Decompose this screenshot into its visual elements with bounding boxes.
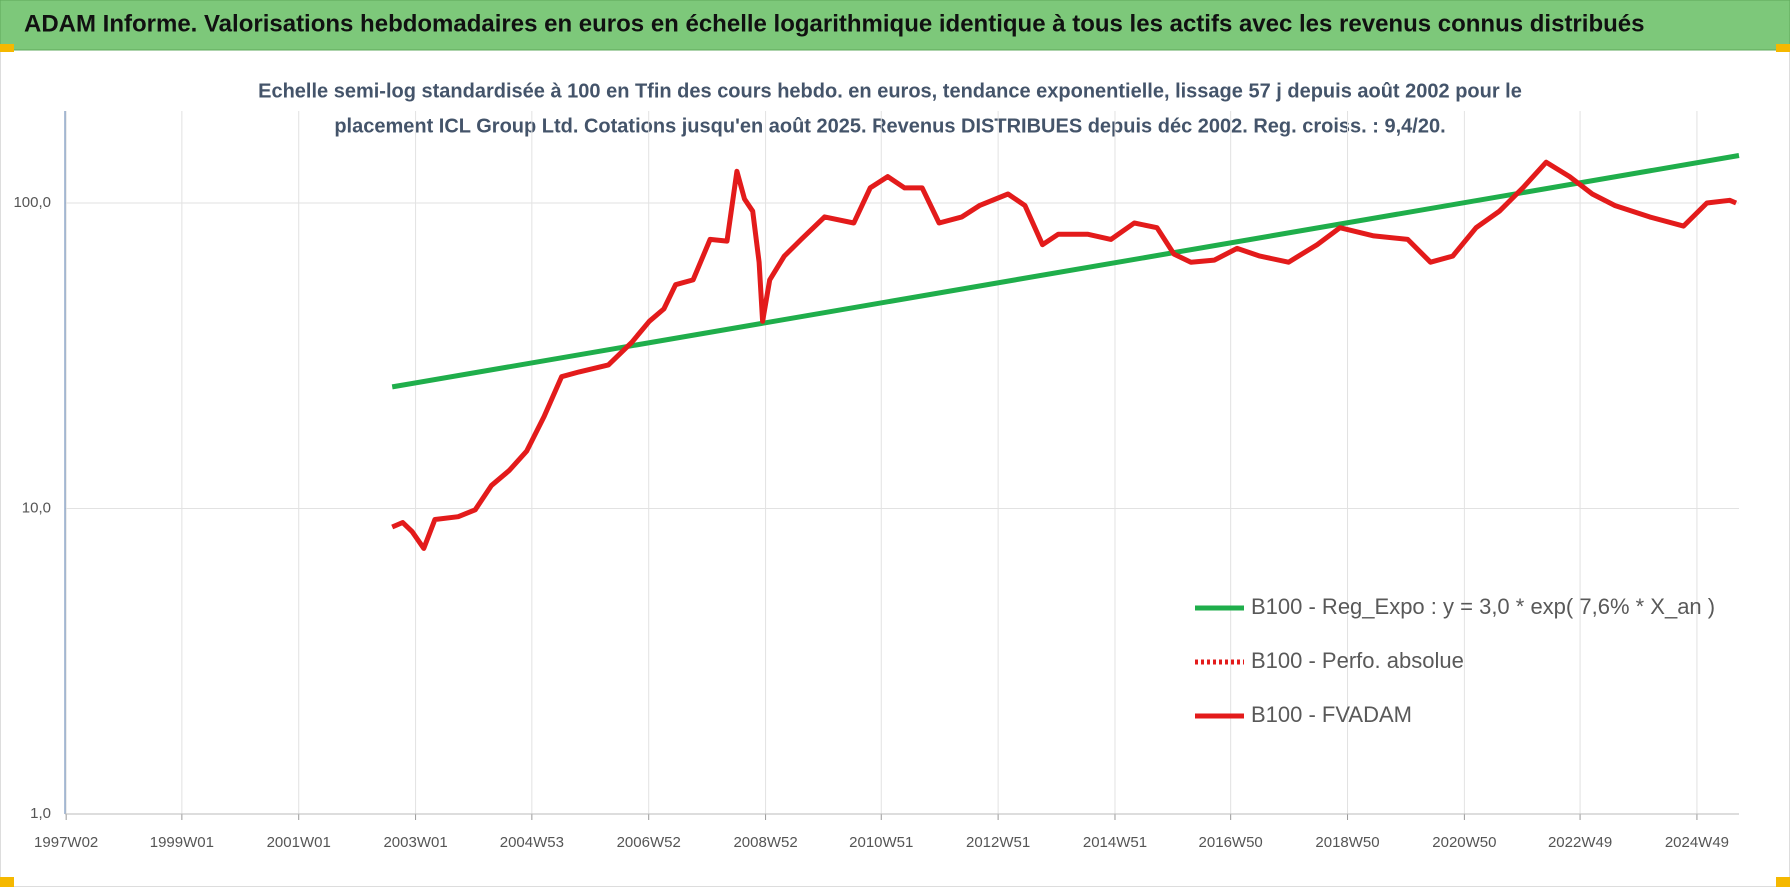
legend-label: B100 - Perfo. absolue (1251, 648, 1464, 673)
corner (1776, 877, 1790, 887)
corner (0, 44, 14, 52)
x-tick-label: 2024W49 (1665, 834, 1729, 851)
y-tick-label: 1,0 (30, 805, 51, 822)
legend-label: B100 - Reg_Expo : y = 3,0 * exp( 7,6% * … (1251, 594, 1715, 619)
x-tick-label: 2008W52 (733, 834, 797, 851)
x-tick-label: 1999W01 (150, 834, 214, 851)
x-tick-label: 2014W51 (1083, 834, 1147, 851)
x-tick-label: 1997W02 (34, 834, 98, 851)
chart-title: ADAM Informe. Valorisations hebdomadaire… (24, 10, 1644, 37)
x-tick-label: 2003W01 (383, 834, 447, 851)
subtitle: placement ICL Group Ltd. Cotations jusqu… (334, 115, 1445, 137)
x-tick-label: 2022W49 (1548, 834, 1612, 851)
series-line (391, 159, 1738, 551)
x-tick-label: 2016W50 (1199, 834, 1263, 851)
x-tick-label: 2001W01 (267, 834, 331, 851)
y-tick-label: 10,0 (22, 499, 51, 516)
corner (0, 877, 14, 887)
subtitle: Echelle semi-log standardisée à 100 en T… (258, 80, 1522, 102)
corner (1776, 44, 1790, 52)
x-tick-label: 2010W51 (849, 834, 913, 851)
x-tick-label: 2004W53 (500, 834, 564, 851)
header-bar (0, 0, 1790, 51)
x-tick-label: 2018W50 (1315, 834, 1379, 851)
x-tick-label: 2012W51 (966, 834, 1030, 851)
x-tick-label: 2006W52 (617, 834, 681, 851)
y-tick-label: 100,0 (13, 194, 51, 211)
x-tick-label: 2020W50 (1432, 834, 1496, 851)
legend-label: B100 - FVADAM (1251, 702, 1412, 727)
